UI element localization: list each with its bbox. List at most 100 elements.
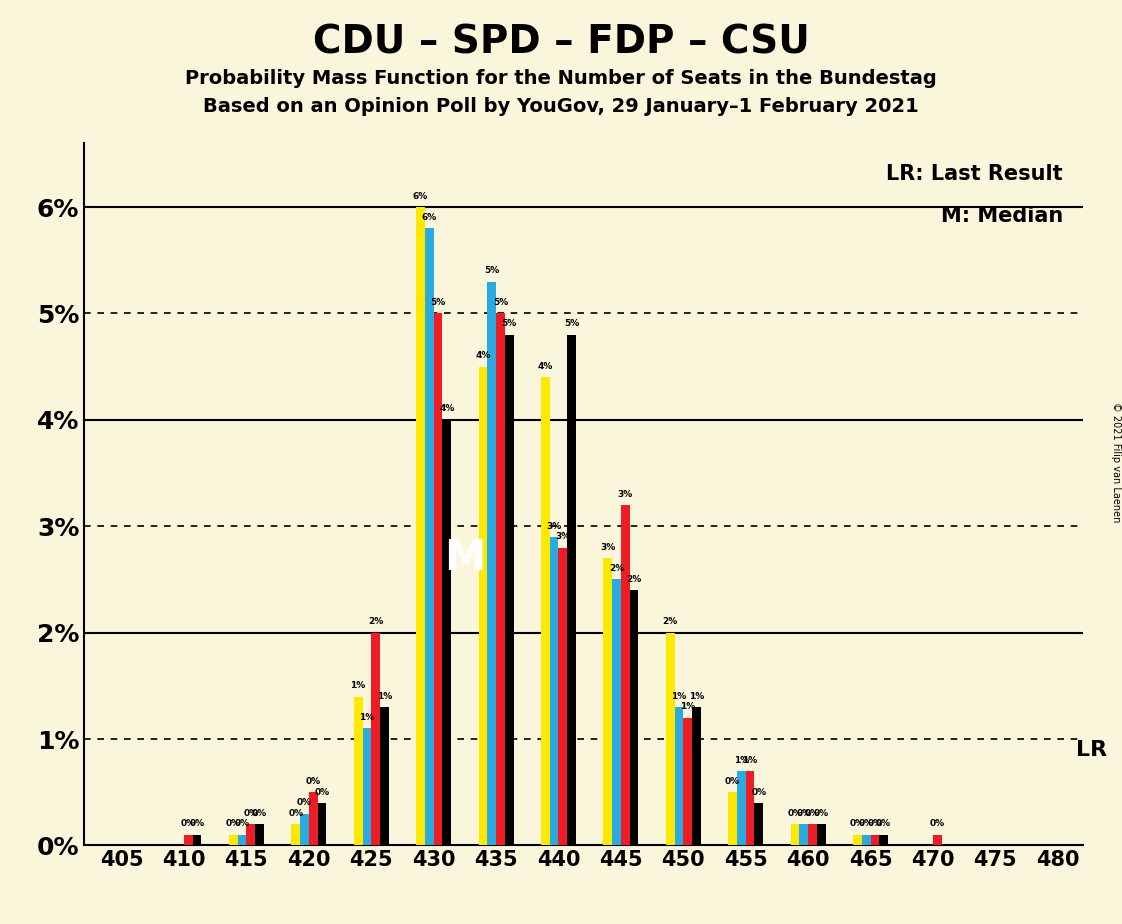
Text: 0%: 0% [813,808,829,818]
Text: 0%: 0% [876,820,891,829]
Text: 1%: 1% [350,681,366,690]
Bar [683,718,692,845]
Text: 1%: 1% [689,692,703,700]
Text: 0%: 0% [788,808,802,818]
Bar [746,771,754,845]
Text: LR: Last Result: LR: Last Result [886,164,1063,184]
Bar [300,813,309,845]
Bar [568,334,576,845]
Text: 3%: 3% [617,490,633,499]
Bar [862,834,871,845]
Text: 0%: 0% [226,820,241,829]
Bar [292,824,300,845]
Text: 0%: 0% [252,808,267,818]
Text: 3%: 3% [600,542,615,552]
Text: 1%: 1% [671,692,687,700]
Text: Probability Mass Function for the Number of Seats in the Bundestag: Probability Mass Function for the Number… [185,69,937,89]
Bar [817,824,826,845]
Bar [728,792,737,845]
Text: 5%: 5% [493,298,508,307]
Text: 5%: 5% [564,320,579,328]
Bar [550,537,559,845]
Bar [425,228,433,845]
Bar [629,590,638,845]
Bar [791,824,799,845]
Bar [665,633,674,845]
Bar [880,834,888,845]
Text: 4%: 4% [476,351,490,360]
Text: 4%: 4% [439,405,454,413]
Bar [238,834,247,845]
Bar [353,697,362,845]
Text: 3%: 3% [546,521,562,530]
Text: 0%: 0% [858,820,874,829]
Text: 0%: 0% [305,777,321,786]
Text: 4%: 4% [537,362,553,371]
Text: 0%: 0% [797,808,811,818]
Text: CDU – SPD – FDP – CSU: CDU – SPD – FDP – CSU [313,23,809,61]
Bar [737,771,746,845]
Text: 2%: 2% [609,564,624,573]
Bar [487,282,496,845]
Text: 0%: 0% [804,808,820,818]
Text: M: M [444,537,486,579]
Text: 0%: 0% [243,808,258,818]
Bar [604,558,613,845]
Bar [541,377,550,845]
Bar [442,419,451,845]
Bar [692,707,701,845]
Bar [318,803,327,845]
Bar [799,824,808,845]
Text: 0%: 0% [288,808,303,818]
Text: 0%: 0% [181,820,196,829]
Text: 0%: 0% [234,820,249,829]
Text: 0%: 0% [190,820,204,829]
Bar [193,834,202,845]
Bar [559,548,568,845]
Text: Based on an Opinion Poll by YouGov, 29 January–1 February 2021: Based on an Opinion Poll by YouGov, 29 J… [203,97,919,116]
Bar [754,803,763,845]
Text: 0%: 0% [725,777,741,786]
Text: 0%: 0% [314,787,330,796]
Text: 0%: 0% [752,787,766,796]
Text: 3%: 3% [555,532,570,541]
Text: © 2021 Filip van Laenen: © 2021 Filip van Laenen [1112,402,1121,522]
Bar [871,834,880,845]
Text: 0%: 0% [297,798,312,808]
Text: 1%: 1% [680,702,696,711]
Text: 1%: 1% [743,756,757,764]
Bar [613,579,620,845]
Text: LR: LR [1076,740,1107,760]
Text: 5%: 5% [484,266,499,275]
Bar [255,824,264,845]
Text: 2%: 2% [368,617,384,626]
Text: 0%: 0% [867,820,883,829]
Bar [380,707,388,845]
Bar [674,707,683,845]
Bar [362,728,371,845]
Bar [309,792,318,845]
Bar [184,834,193,845]
Bar [416,207,425,845]
Text: 1%: 1% [377,692,392,700]
Bar [371,633,380,845]
Bar [808,824,817,845]
Bar [620,505,629,845]
Text: 6%: 6% [422,213,436,222]
Text: M: Median: M: Median [940,206,1063,226]
Bar [505,334,514,845]
Bar [479,367,487,845]
Text: 1%: 1% [734,756,749,764]
Text: 0%: 0% [849,820,865,829]
Bar [496,313,505,845]
Text: 0%: 0% [930,820,945,829]
Text: 2%: 2% [626,575,642,584]
Bar [853,834,862,845]
Text: 6%: 6% [413,191,429,201]
Bar [229,834,238,845]
Text: 2%: 2% [663,617,678,626]
Bar [433,313,442,845]
Text: 1%: 1% [359,713,375,722]
Bar [247,824,255,845]
Bar [932,834,941,845]
